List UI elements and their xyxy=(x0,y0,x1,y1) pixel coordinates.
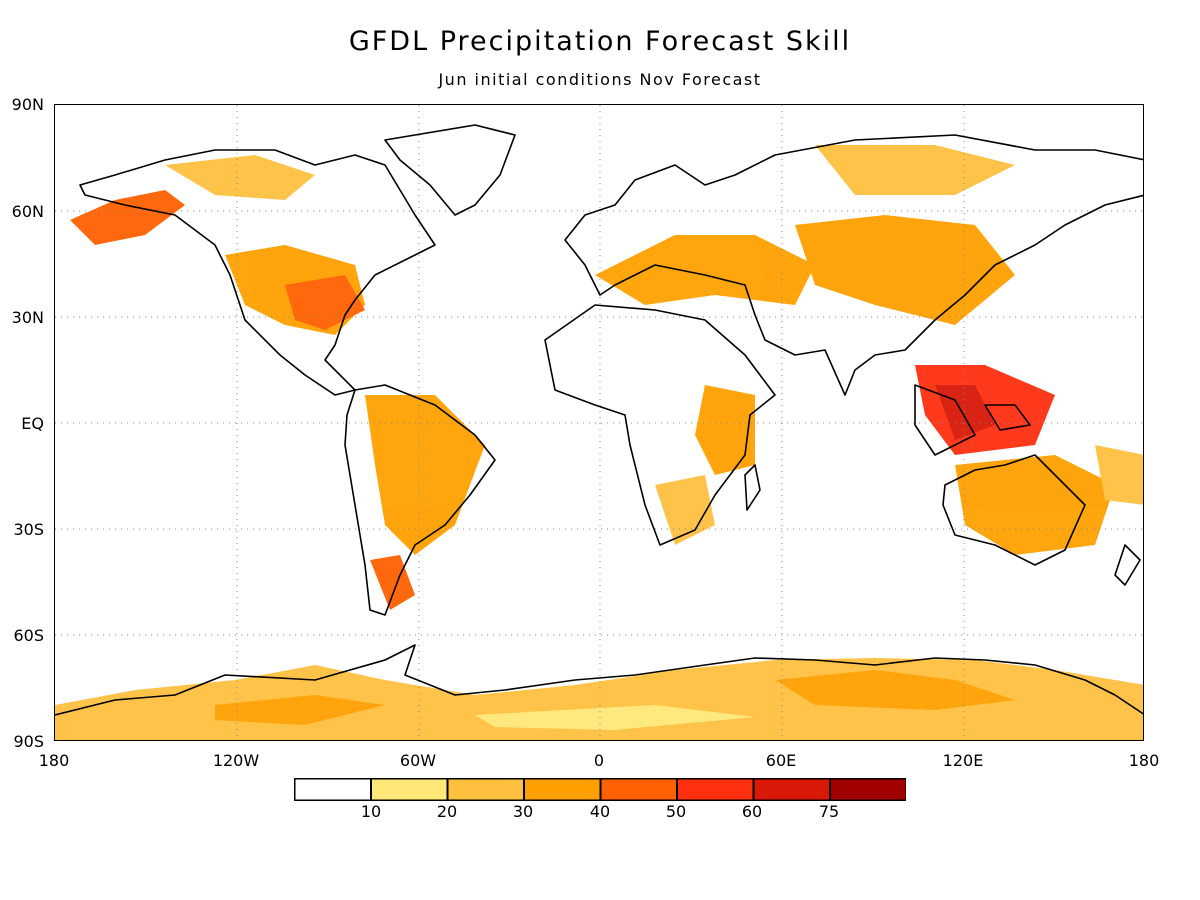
colorbar-tick-50: 50 xyxy=(665,802,687,821)
colorbar-box xyxy=(370,778,448,801)
coastline-new-zealand xyxy=(1114,544,1141,586)
skill-patch-eafrica xyxy=(695,385,755,475)
skill-patch-arctic-na xyxy=(165,155,315,200)
lat-label-60n: 60N xyxy=(11,202,44,221)
skill-patch-antarctica-light xyxy=(475,705,755,730)
colorbar-tick-30: 30 xyxy=(512,802,534,821)
skill-patch-europe xyxy=(595,235,815,305)
coastline-australia xyxy=(942,454,1086,566)
coastline-greenland xyxy=(384,124,516,216)
lat-label-30s: 30S xyxy=(13,520,44,539)
plot-title: GFDL Precipitation Forecast Skill xyxy=(348,26,852,57)
colorbar-box xyxy=(294,778,372,801)
lon-label-120e: 120E xyxy=(942,751,984,770)
lon-label-120w: 120W xyxy=(212,751,260,770)
graticule xyxy=(55,105,1143,740)
lon-label-180w: 180 xyxy=(38,751,70,770)
lat-label-eq: EQ xyxy=(21,414,44,433)
skill-patch-pacific xyxy=(1095,445,1143,505)
lat-label-90n: 90N xyxy=(11,95,44,114)
skill-patch-siberia xyxy=(815,145,1015,195)
colorbar-tick-10: 10 xyxy=(360,802,382,821)
lat-label-90s: 90S xyxy=(13,732,44,751)
colorbar-tick-60: 60 xyxy=(741,802,763,821)
skill-patch-alaska xyxy=(70,190,185,245)
lat-label-30n: 30N xyxy=(11,308,44,327)
colorbar-tick-75: 75 xyxy=(818,802,840,821)
colorbar-box xyxy=(829,778,906,801)
coastline-south-america xyxy=(344,384,496,616)
skill-patch-samerica xyxy=(365,395,485,555)
colorbar-box xyxy=(600,778,678,801)
coastline-madagascar xyxy=(744,464,761,511)
map-area xyxy=(54,104,1144,741)
skill-patch-antarctica-inner xyxy=(215,670,1015,725)
coastline-north-america xyxy=(79,149,436,396)
plot-subtitle: Jun initial conditions Nov Forecast xyxy=(438,70,762,89)
colorbar-tick-20: 20 xyxy=(436,802,458,821)
skill-patch-australia xyxy=(955,455,1115,555)
skill-patch-asia xyxy=(795,215,1015,325)
coastlines xyxy=(55,124,1143,716)
colorbar-box xyxy=(676,778,754,801)
lon-label-0: 0 xyxy=(593,751,605,770)
lon-label-60w: 60W xyxy=(399,751,437,770)
skill-patch-safrica xyxy=(655,475,715,545)
lon-label-60e: 60E xyxy=(765,751,797,770)
skill-map xyxy=(55,105,1143,740)
skill-field-layer xyxy=(55,145,1143,740)
lon-label-180e: 180 xyxy=(1128,751,1160,770)
skill-patch-patagonia xyxy=(370,555,415,610)
coastline-indonesia xyxy=(914,384,1031,456)
colorbar-tick-40: 40 xyxy=(589,802,611,821)
colorbar-box xyxy=(447,778,525,801)
colorbar xyxy=(294,778,906,801)
lat-label-60s: 60S xyxy=(13,626,44,645)
coastline-eurasia xyxy=(564,134,1143,396)
colorbar-box xyxy=(523,778,601,801)
coastline-antarctica xyxy=(55,644,1143,716)
coastline-africa xyxy=(544,304,776,546)
colorbar-box xyxy=(753,778,831,801)
